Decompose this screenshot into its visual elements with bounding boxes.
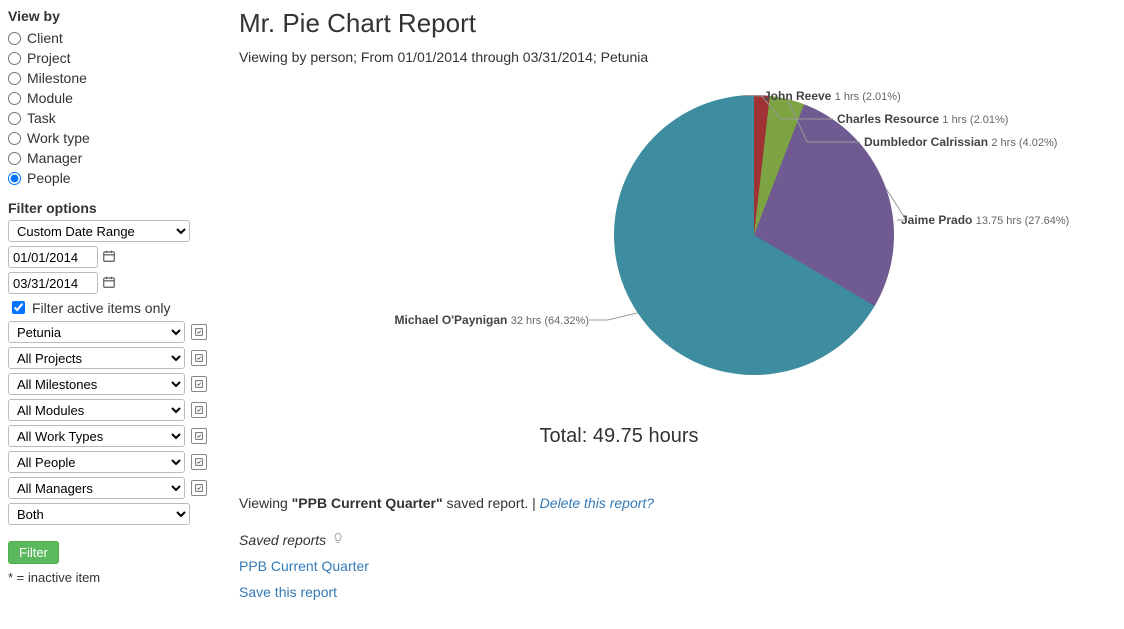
pie-label-2: Charles Resource 1 hrs (2.01%) — [837, 112, 1008, 126]
radio-label: Module — [27, 88, 73, 108]
calendar-icon[interactable] — [102, 275, 116, 292]
pie-label-value: 13.75 hrs (27.64%) — [976, 215, 1070, 227]
view-by-radios: ClientProjectMilestoneModuleTaskWork typ… — [8, 28, 207, 188]
active-items-checkbox[interactable] — [12, 301, 25, 314]
pie-label-name: Dumbledor Calrissian — [864, 135, 988, 149]
sidebar: View by ClientProjectMilestoneModuleTask… — [0, 0, 215, 629]
radio-label: Manager — [27, 148, 82, 168]
radio-input[interactable] — [8, 132, 21, 145]
radio-input[interactable] — [8, 152, 21, 165]
viewing-report-name: "PPB Current Quarter" — [292, 495, 443, 511]
total-hours: Total: 49.75 hours — [239, 425, 999, 448]
multi-select-icon[interactable] — [191, 324, 207, 340]
filter-select-5[interactable]: All People — [8, 451, 185, 473]
save-this-report-link[interactable]: Save this report — [239, 584, 1104, 600]
multi-select-icon[interactable] — [191, 454, 207, 470]
pie-label-3: Dumbledor Calrissian 2 hrs (4.02%) — [864, 135, 1057, 149]
filter-button[interactable]: Filter — [8, 541, 59, 564]
view-by-radio-people[interactable]: People — [8, 168, 207, 188]
radio-label: Project — [27, 48, 71, 68]
radio-input[interactable] — [8, 72, 21, 85]
radio-label: Work type — [27, 128, 90, 148]
radio-label: Client — [27, 28, 63, 48]
multi-select-icon[interactable] — [191, 350, 207, 366]
lightbulb-icon — [332, 531, 344, 548]
pie-label-value: 1 hrs (2.01%) — [835, 91, 901, 103]
pie-label-name: Jaime Prado — [901, 213, 972, 227]
main-content: Mr. Pie Chart Report Viewing by person; … — [215, 0, 1124, 629]
pie-label-1: John Reeve 1 hrs (2.01%) — [764, 89, 901, 103]
view-by-radio-task[interactable]: Task — [8, 108, 207, 128]
filter-select-0[interactable]: Petunia — [8, 321, 185, 343]
filter-select-4[interactable]: All Work Types — [8, 425, 185, 447]
multi-select-icon[interactable] — [191, 402, 207, 418]
view-by-radio-milestone[interactable]: Milestone — [8, 68, 207, 88]
date-from-input[interactable] — [8, 246, 98, 268]
pie-label-4: Jaime Prado 13.75 hrs (27.64%) — [901, 213, 1069, 227]
viewing-saved-report: Viewing "PPB Current Quarter" saved repo… — [239, 495, 1104, 511]
filter-select-2[interactable]: All Milestones — [8, 373, 185, 395]
view-by-radio-manager[interactable]: Manager — [8, 148, 207, 168]
view-by-heading: View by — [8, 8, 207, 24]
pie-label-0: Michael O'Paynigan 32 hrs (64.32%) — [389, 313, 589, 327]
radio-input[interactable] — [8, 112, 21, 125]
calendar-icon[interactable] — [102, 249, 116, 266]
multi-select-icon[interactable] — [191, 376, 207, 392]
radio-input[interactable] — [8, 172, 21, 185]
inactive-footnote: * = inactive item — [8, 570, 207, 585]
view-by-radio-module[interactable]: Module — [8, 88, 207, 108]
active-items-label: Filter active items only — [32, 300, 170, 316]
pie-label-value: 2 hrs (4.02%) — [991, 137, 1057, 149]
date-to-input[interactable] — [8, 272, 98, 294]
view-by-radio-project[interactable]: Project — [8, 48, 207, 68]
saved-reports-heading: Saved reports — [239, 531, 1104, 548]
view-by-radio-work-type[interactable]: Work type — [8, 128, 207, 148]
viewing-suffix: saved report. | — [443, 495, 540, 511]
view-by-radio-client[interactable]: Client — [8, 28, 207, 48]
report-title: Mr. Pie Chart Report — [239, 8, 1104, 39]
multi-select-icon[interactable] — [191, 428, 207, 444]
filter-select-7[interactable]: Both — [8, 503, 190, 525]
report-subtitle: Viewing by person; From 01/01/2014 throu… — [239, 49, 1104, 65]
date-range-select[interactable]: Custom Date Range — [8, 220, 190, 242]
pie-chart: Michael O'Paynigan 32 hrs (64.32%) John R… — [239, 85, 1099, 465]
pie-label-name: Charles Resource — [837, 112, 939, 126]
radio-input[interactable] — [8, 92, 21, 105]
pie-label-value: 1 hrs (2.01%) — [942, 114, 1008, 126]
multi-select-icon[interactable] — [191, 480, 207, 496]
saved-reports-label: Saved reports — [239, 532, 326, 548]
pie-label-name: Michael O'Paynigan — [395, 313, 508, 327]
radio-input[interactable] — [8, 52, 21, 65]
filter-select-1[interactable]: All Projects — [8, 347, 185, 369]
filter-options-heading: Filter options — [8, 200, 207, 216]
saved-report-link[interactable]: PPB Current Quarter — [239, 558, 1104, 574]
radio-label: People — [27, 168, 71, 188]
pie-label-value: 32 hrs (64.32%) — [511, 315, 589, 327]
delete-report-link[interactable]: Delete this report? — [540, 495, 654, 511]
radio-input[interactable] — [8, 32, 21, 45]
pie-label-name: John Reeve — [764, 89, 831, 103]
filter-select-3[interactable]: All Modules — [8, 399, 185, 421]
viewing-prefix: Viewing — [239, 495, 292, 511]
radio-label: Task — [27, 108, 56, 128]
radio-label: Milestone — [27, 68, 87, 88]
filter-select-6[interactable]: All Managers — [8, 477, 185, 499]
